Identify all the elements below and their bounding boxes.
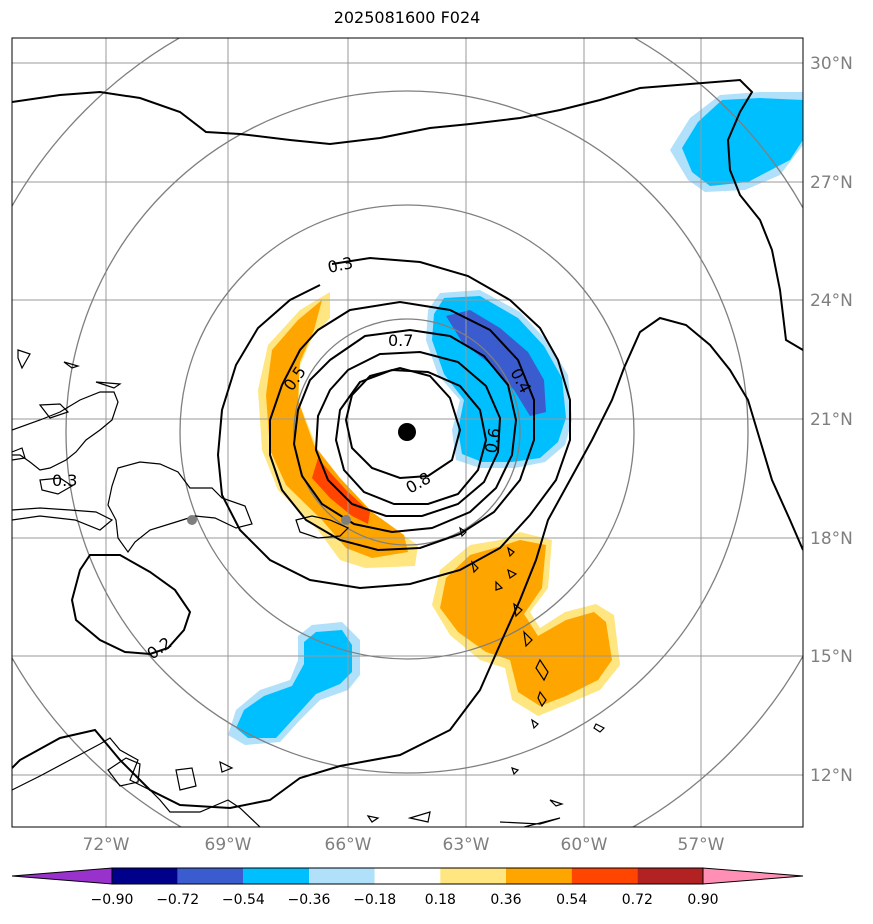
lat-tick-label: 27°N [810,173,853,193]
colorbar: −0.90 −0.72 −0.54 −0.36 −0.18 0.18 0.36 0.54 0.7… [11,867,804,908]
storm-center-marker [398,423,416,441]
colorbar-tick-label: −0.90 [91,892,134,908]
range-rings [12,38,803,827]
latitude-labels: 30°N 27°N 24°N 21°N 18°N 15°N 12°N [810,54,853,786]
lon-tick-label: 57°W [678,835,725,855]
colorbar-cell [506,868,572,884]
grey-location-marker [341,515,351,525]
lat-tick-label: 18°N [810,529,853,549]
lat-tick-label: 12°N [810,766,853,786]
colorbar-cell [309,868,375,884]
contour-label: 0.8 [403,468,435,497]
colorbar-tick-label: −0.36 [288,892,331,908]
lon-tick-label: 69°W [205,835,252,855]
colorbar-cell [571,868,638,884]
colorbar-extend-min [11,867,113,885]
contour-label: 0.7 [388,331,413,350]
lat-tick-label: 15°N [810,647,853,667]
contour-label: 0.3 [52,471,77,490]
colorbar-cell [112,868,178,884]
colorbar-outline [111,867,704,885]
colorbar-cell [243,868,309,884]
probability-contours [12,78,803,810]
colorbar-tick-label: 0.54 [556,892,587,908]
coastlines [12,349,606,827]
lat-tick-label: 30°N [810,54,853,74]
grey-location-marker [187,515,197,525]
colorbar-cell [637,868,703,884]
map-title: 2025081600 F024 [333,8,481,27]
colorbar-cell [374,868,441,884]
map-area: 0.3 0.5 0.7 0.4 0.6 0.8 0.3 0.2 [12,38,803,827]
contour-label: 0.6 [481,426,504,454]
lon-tick-label: 72°W [83,835,130,855]
colorbar-tick-label: −0.18 [353,892,396,908]
colorbar-cell [440,868,506,884]
contour-label: 0.2 [143,633,175,663]
contour-label: 0.3 [326,253,355,277]
positive-anomaly-fill [258,292,620,716]
colorbar-tick-label: 0.36 [490,892,521,908]
colorbar-extend-max [702,867,804,885]
colorbar-tick-label: 0.90 [687,892,718,908]
colorbar-tick-label: 0.72 [622,892,653,908]
lat-tick-label: 24°N [810,291,853,311]
colorbar-cell [177,868,244,884]
lat-tick-label: 21°N [810,410,853,430]
lon-tick-label: 66°W [325,835,372,855]
map-frame [11,37,804,828]
lon-tick-label: 60°W [561,835,608,855]
longitude-labels: 72°W 69°W 66°W 63°W 60°W 57°W [83,835,725,855]
lon-tick-label: 63°W [443,835,490,855]
colorbar-tick-label: −0.72 [156,892,199,908]
graticule [12,38,803,827]
colorbar-tick-label: −0.54 [222,892,265,908]
colorbar-tick-label: 0.18 [425,892,456,908]
